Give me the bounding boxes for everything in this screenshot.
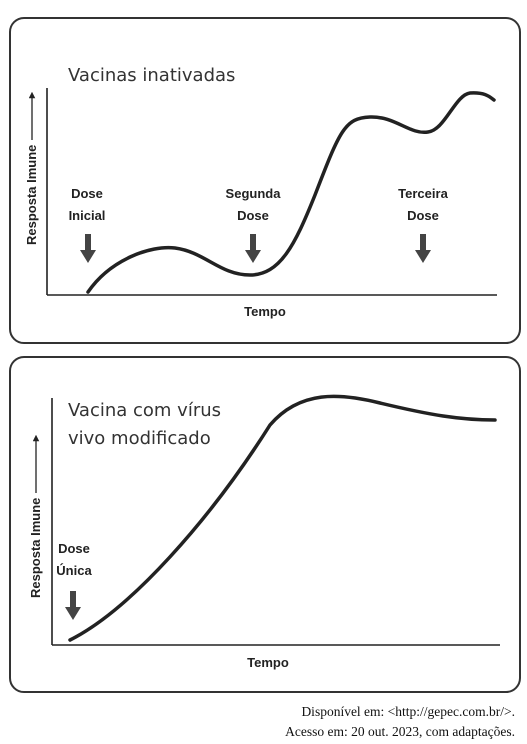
dose-label: Dose [58, 541, 90, 556]
dose-label: Única [56, 563, 92, 578]
dose-label: Segunda [226, 186, 282, 201]
y-axis-label: Resposta Imune [28, 498, 43, 598]
dose-label: Inicial [69, 208, 106, 223]
panel-live: Vacina com vírus vivo modificado Respost… [9, 356, 521, 693]
panel-inactivated: Vacinas inativadas Resposta Imune Tempo … [9, 17, 521, 344]
dose-arrow [65, 591, 81, 620]
dose-label: Dose [71, 186, 103, 201]
panel-frame [9, 17, 521, 344]
y-axis-label: Resposta Imune [24, 145, 39, 245]
dose-arrow [415, 234, 431, 263]
x-axis-label: Tempo [247, 655, 289, 670]
source: Acesso em: 20 out. 2023, com adaptações. [285, 724, 515, 739]
response-curve [86, 91, 496, 294]
response-curve [68, 394, 497, 642]
dose-label: Dose [407, 208, 439, 223]
dose-label: Dose [237, 208, 269, 223]
panel-title: vivo modificado [68, 428, 211, 449]
panel-title: Vacinas inativadas [68, 65, 235, 86]
dose-arrow [80, 234, 96, 263]
source: Disponível em: <http://gepec.com.br/>. [301, 704, 515, 719]
panel-title: Vacina com vírus [68, 400, 221, 421]
panel-frame [9, 356, 521, 693]
dose-label: Terceira [398, 186, 448, 201]
x-axis-label: Tempo [244, 304, 286, 319]
dose-arrow [245, 234, 261, 263]
